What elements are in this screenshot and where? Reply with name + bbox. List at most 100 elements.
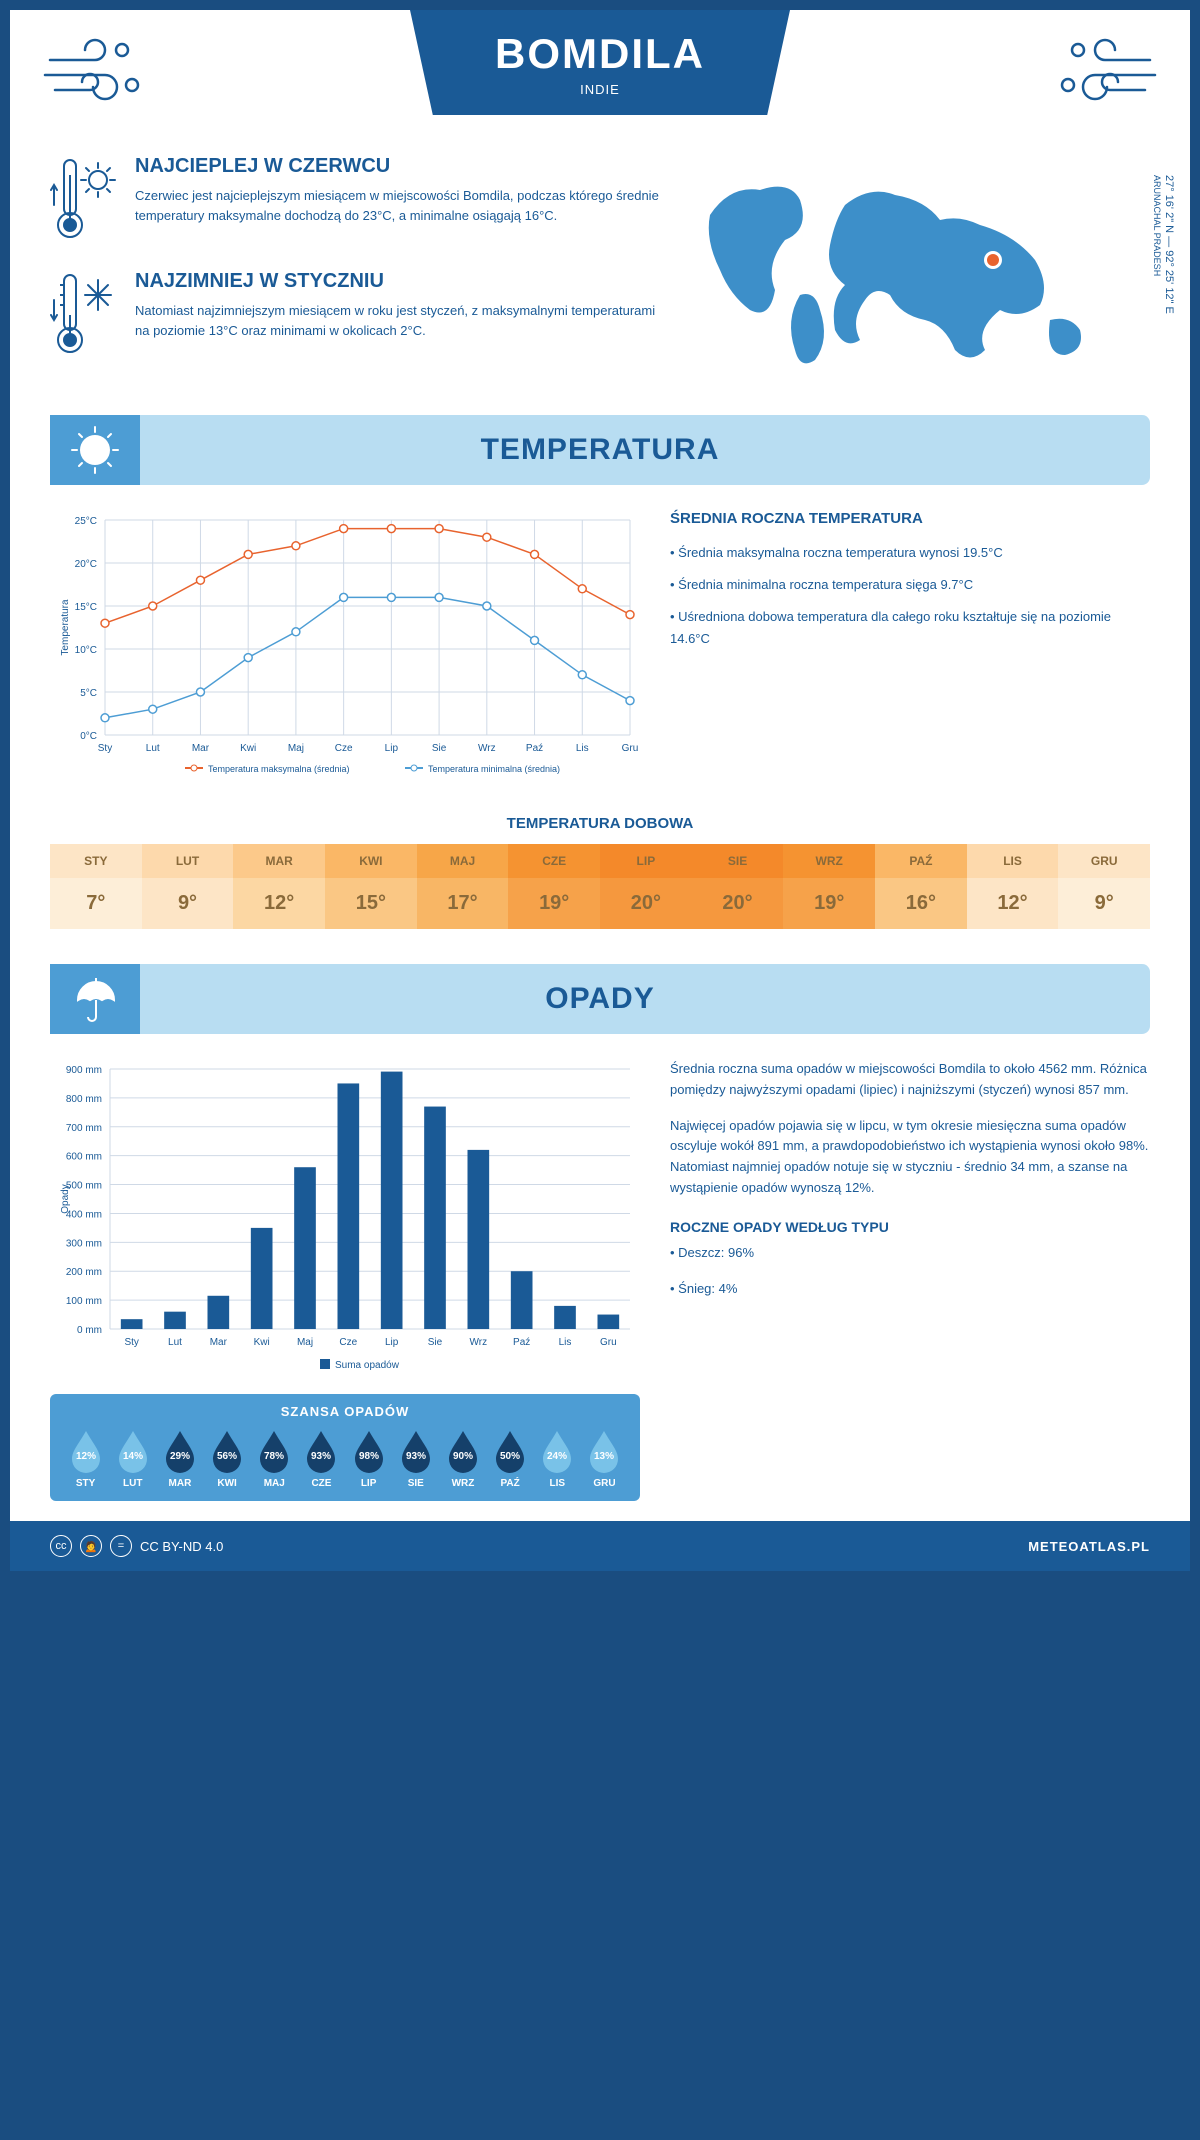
cold-title: NAJZIMNIEJ W STYCZNIU bbox=[135, 270, 660, 293]
coordinates: 27° 16' 2" N — 92° 25' 12" E ARUNACHAL P… bbox=[1151, 175, 1175, 314]
world-map: 27° 16' 2" N — 92° 25' 12" E ARUNACHAL P… bbox=[690, 155, 1150, 385]
svg-text:93%: 93% bbox=[406, 1451, 426, 1462]
svg-text:Mar: Mar bbox=[192, 743, 210, 754]
temperature-section: 0°C5°C10°C15°C20°C25°CStyLutMarKwiMajCze… bbox=[50, 510, 1150, 790]
avg-temp-heading: ŚREDNIA ROCZNA TEMPERATURA bbox=[670, 510, 1150, 527]
daily-col: PAŹ 16° bbox=[875, 844, 967, 929]
svg-text:Kwi: Kwi bbox=[240, 743, 256, 754]
svg-text:5°C: 5°C bbox=[80, 688, 97, 699]
daily-col: STY 7° bbox=[50, 844, 142, 929]
svg-text:100 mm: 100 mm bbox=[66, 1296, 102, 1307]
svg-text:Temperatura maksymalna (średni: Temperatura maksymalna (średnia) bbox=[208, 764, 350, 774]
daily-col: MAR 12° bbox=[233, 844, 325, 929]
by-icon: 🙍 bbox=[80, 1535, 102, 1557]
svg-text:Maj: Maj bbox=[288, 743, 304, 754]
license-text: CC BY-ND 4.0 bbox=[140, 1539, 223, 1554]
cc-icon: cc bbox=[50, 1535, 72, 1557]
svg-text:600 mm: 600 mm bbox=[66, 1152, 102, 1163]
thermometer-hot-icon bbox=[50, 155, 120, 245]
svg-text:Paź: Paź bbox=[513, 1337, 530, 1348]
svg-text:Maj: Maj bbox=[297, 1337, 313, 1348]
svg-text:500 mm: 500 mm bbox=[66, 1181, 102, 1192]
svg-text:25°C: 25°C bbox=[75, 516, 97, 527]
svg-text:Wrz: Wrz bbox=[470, 1337, 488, 1348]
coord-lon: 92° 25' 12" E bbox=[1163, 250, 1175, 314]
hot-fact: NAJCIEPLEJ W CZERWCU Czerwiec jest najci… bbox=[50, 155, 660, 245]
svg-text:20°C: 20°C bbox=[75, 559, 97, 570]
svg-text:Sty: Sty bbox=[124, 1337, 138, 1348]
svg-text:Gru: Gru bbox=[622, 743, 639, 754]
page: BOMDILA INDIE NAJCIEPLEJ W CZERWCU Czerw… bbox=[10, 10, 1190, 1571]
daily-temp-table: STY 7° LUT 9° MAR 12° KWI 15° MAJ 17° CZ… bbox=[50, 844, 1150, 929]
content: NAJCIEPLEJ W CZERWCU Czerwiec jest najci… bbox=[10, 125, 1190, 1521]
svg-text:29%: 29% bbox=[170, 1451, 190, 1462]
umbrella-icon bbox=[50, 964, 140, 1034]
intro-facts: NAJCIEPLEJ W CZERWCU Czerwiec jest najci… bbox=[50, 155, 660, 385]
daily-col: SIE 20° bbox=[692, 844, 784, 929]
svg-text:93%: 93% bbox=[311, 1451, 331, 1462]
wind-icon bbox=[1050, 35, 1160, 105]
svg-text:Kwi: Kwi bbox=[254, 1337, 270, 1348]
drop-item: 93% CZE bbox=[298, 1429, 345, 1489]
svg-text:Cze: Cze bbox=[335, 743, 353, 754]
svg-text:12%: 12% bbox=[76, 1451, 96, 1462]
chance-box: SZANSA OPADÓW 12% STY 14% LUT 29% MAR 56… bbox=[50, 1394, 640, 1501]
cold-text: Natomiast najzimniejszym miesiącem w rok… bbox=[135, 301, 660, 340]
svg-text:Lip: Lip bbox=[385, 1337, 399, 1348]
daily-col: MAJ 17° bbox=[417, 844, 509, 929]
precip-info: Średnia roczna suma opadów w miejscowośc… bbox=[670, 1059, 1150, 1501]
daily-col: GRU 9° bbox=[1058, 844, 1150, 929]
svg-text:Cze: Cze bbox=[339, 1337, 357, 1348]
daily-col: LIP 20° bbox=[600, 844, 692, 929]
svg-text:Wrz: Wrz bbox=[478, 743, 496, 754]
daily-col: KWI 15° bbox=[325, 844, 417, 929]
svg-text:400 mm: 400 mm bbox=[66, 1209, 102, 1220]
svg-text:Lip: Lip bbox=[385, 743, 399, 754]
precip-p1: Średnia roczna suma opadów w miejscowośc… bbox=[670, 1059, 1150, 1101]
sun-icon bbox=[50, 415, 140, 485]
svg-text:900 mm: 900 mm bbox=[66, 1065, 102, 1076]
svg-text:Sie: Sie bbox=[428, 1337, 443, 1348]
svg-text:0°C: 0°C bbox=[80, 731, 97, 742]
coord-region: ARUNACHAL PRADESH bbox=[1152, 175, 1162, 276]
page-title: BOMDILA bbox=[410, 30, 790, 78]
svg-text:Opady: Opady bbox=[60, 1184, 71, 1213]
svg-text:56%: 56% bbox=[217, 1451, 237, 1462]
drop-item: 56% KWI bbox=[204, 1429, 251, 1489]
svg-text:90%: 90% bbox=[453, 1451, 473, 1462]
svg-text:Gru: Gru bbox=[600, 1337, 617, 1348]
drop-item: 98% LIP bbox=[345, 1429, 392, 1489]
daily-temp-heading: TEMPERATURA DOBOWA bbox=[50, 815, 1150, 832]
precip-p2: Najwięcej opadów pojawia się w lipcu, w … bbox=[670, 1116, 1150, 1199]
page-subtitle: INDIE bbox=[410, 82, 790, 97]
footer: cc 🙍 = CC BY-ND 4.0 METEOATLAS.PL bbox=[10, 1521, 1190, 1571]
svg-text:Temperatura: Temperatura bbox=[60, 599, 71, 656]
svg-text:Sty: Sty bbox=[98, 743, 112, 754]
svg-text:700 mm: 700 mm bbox=[66, 1123, 102, 1134]
svg-text:Suma opadów: Suma opadów bbox=[335, 1360, 400, 1371]
drop-item: 90% WRZ bbox=[439, 1429, 486, 1489]
svg-text:Lut: Lut bbox=[146, 743, 160, 754]
daily-col: WRZ 19° bbox=[783, 844, 875, 929]
svg-text:78%: 78% bbox=[264, 1451, 284, 1462]
chance-drops: 12% STY 14% LUT 29% MAR 56% KWI 78% MAJ … bbox=[62, 1429, 628, 1489]
daily-col: LIS 12° bbox=[967, 844, 1059, 929]
coord-lat: 27° 16' 2" N bbox=[1163, 175, 1175, 233]
intro-section: NAJCIEPLEJ W CZERWCU Czerwiec jest najci… bbox=[50, 155, 1150, 385]
precip-rain: • Deszcz: 96% bbox=[670, 1243, 1150, 1264]
cold-fact: NAJZIMNIEJ W STYCZNIU Natomiast najzimni… bbox=[50, 270, 660, 360]
svg-text:24%: 24% bbox=[547, 1451, 567, 1462]
svg-text:13%: 13% bbox=[594, 1451, 614, 1462]
svg-text:15°C: 15°C bbox=[75, 602, 97, 613]
svg-text:Mar: Mar bbox=[210, 1337, 228, 1348]
svg-text:Sie: Sie bbox=[432, 743, 447, 754]
svg-text:14%: 14% bbox=[123, 1451, 143, 1462]
svg-text:Lis: Lis bbox=[576, 743, 589, 754]
svg-text:300 mm: 300 mm bbox=[66, 1238, 102, 1249]
daily-col: CZE 19° bbox=[508, 844, 600, 929]
footer-site: METEOATLAS.PL bbox=[1028, 1539, 1150, 1554]
drop-item: 13% GRU bbox=[581, 1429, 628, 1489]
title-banner: BOMDILA INDIE bbox=[410, 10, 790, 115]
drop-item: 78% MAJ bbox=[251, 1429, 298, 1489]
svg-text:98%: 98% bbox=[359, 1451, 379, 1462]
